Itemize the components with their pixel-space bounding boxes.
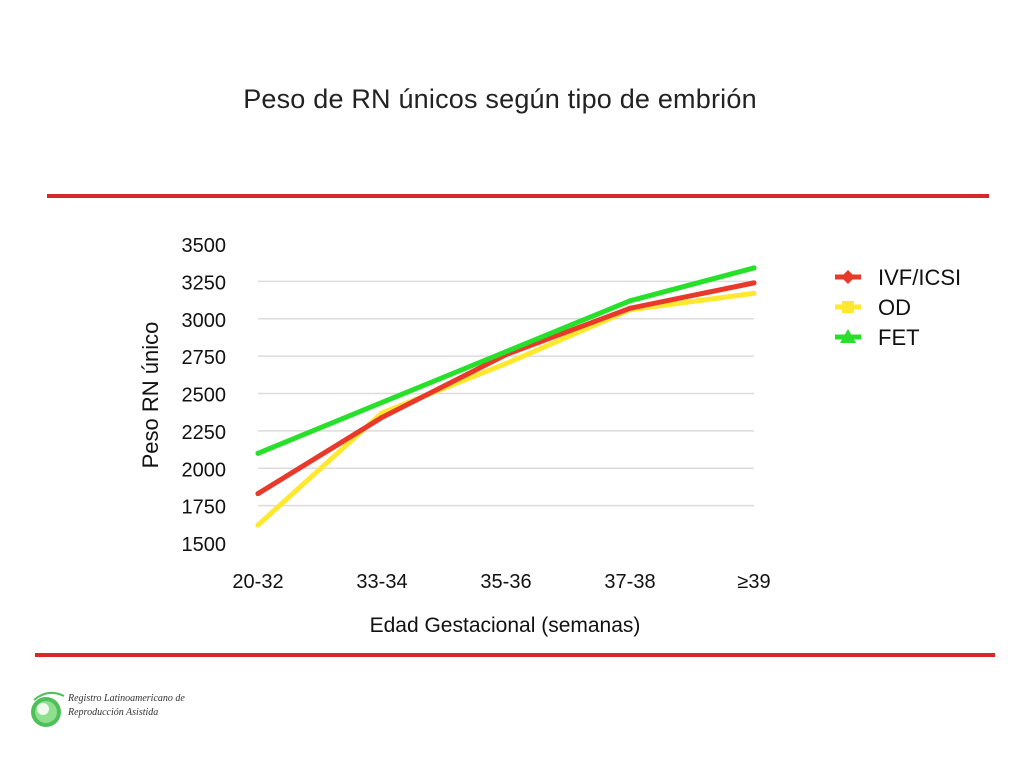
x-tick-label: 37-38 — [604, 571, 655, 593]
data-point — [751, 265, 757, 271]
x-tick-label: 35-36 — [480, 571, 531, 593]
registry-logo-icon — [31, 691, 65, 727]
data-point — [503, 361, 509, 367]
slide-title: Peso de RN únicos según tipo de embrión — [243, 84, 757, 114]
x-tick-label: 20-32 — [232, 571, 283, 593]
y-tick-label: 3250 — [182, 272, 227, 294]
diamond-marker-icon — [841, 270, 855, 284]
data-point — [379, 414, 385, 420]
data-point — [255, 522, 261, 528]
data-point — [255, 491, 261, 497]
series-line-ivf-icsi — [255, 280, 757, 497]
grid-lines — [258, 280, 754, 507]
triangle-marker-icon — [840, 329, 856, 343]
legend-label-od: OD — [878, 295, 911, 320]
registry-logo: Registro Latinoamericano de Reproducción… — [28, 688, 228, 734]
x-axis-label: Edad Gestacional (semanas) — [370, 614, 641, 637]
y-tick-label: 2250 — [182, 422, 227, 444]
y-tick-label: 2750 — [182, 347, 227, 369]
y-tick-label: 2500 — [182, 385, 227, 407]
legend-label-fet: FET — [878, 325, 920, 350]
legend: IVF/ICSI OD FET — [835, 265, 961, 350]
data-point — [751, 280, 757, 286]
y-tick-label: 3000 — [182, 310, 227, 332]
x-axis-ticks: 20-32 33-34 35-36 37-38 ≥39 — [232, 571, 770, 593]
logo-text-line2: Reproducción Asistida — [68, 707, 159, 718]
logo-text-line1: Registro Latinoamericano de — [68, 693, 185, 704]
y-tick-label: 2000 — [182, 459, 227, 481]
y-tick-label: 1500 — [182, 534, 227, 556]
data-point — [379, 399, 385, 405]
series-lines — [255, 265, 757, 528]
data-point — [751, 290, 757, 296]
bottom-divider — [35, 653, 995, 657]
y-tick-label: 1750 — [182, 497, 227, 519]
data-point — [627, 298, 633, 304]
y-axis-ticks: 3500 3250 3000 2750 2500 2250 2000 1750 1500 — [182, 235, 227, 556]
legend-label-ivf-icsi: IVF/ICSI — [878, 265, 961, 290]
top-divider — [47, 194, 989, 198]
data-point — [503, 349, 509, 355]
y-axis-label: Peso RN único — [138, 322, 163, 469]
x-tick-label: ≥39 — [737, 571, 770, 593]
data-point — [255, 450, 261, 456]
x-tick-label: 33-34 — [356, 571, 407, 593]
data-point — [627, 305, 633, 311]
series-line-od — [255, 290, 757, 528]
square-marker-icon — [842, 301, 854, 313]
y-tick-label: 3500 — [182, 235, 227, 257]
